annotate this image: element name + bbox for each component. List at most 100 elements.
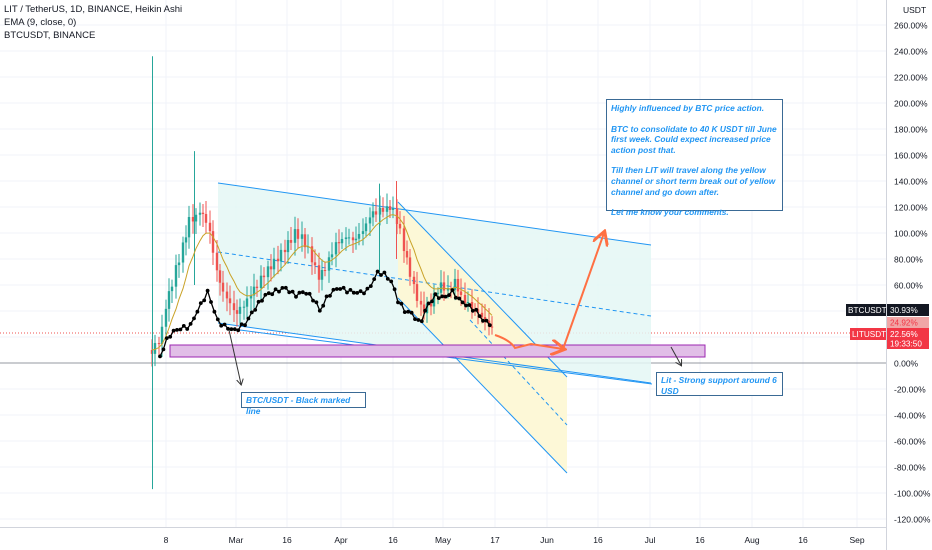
candle-body (276, 258, 280, 262)
time-tick-label: Aug (744, 535, 759, 545)
btc-badge-label: BTCUSDT (848, 306, 887, 315)
price-axis[interactable]: 260.00% 240.00% 220.00% 200.00% 180.00% 160.0… (886, 0, 931, 550)
candle-body (364, 223, 368, 232)
price-tick-label: -40.00% (894, 411, 926, 421)
analysis-note-line: Till then LIT will travel along the yell… (611, 165, 776, 197)
candle-body (340, 239, 344, 244)
time-tick-label: Mar (229, 535, 244, 545)
candle-body (153, 343, 157, 354)
projection-arrow-up (562, 233, 604, 350)
yellow-channel-fill (398, 202, 567, 473)
candle-body (272, 258, 276, 270)
time-tick-label: Sep (849, 535, 864, 545)
candle-body (459, 291, 463, 295)
candle-body (398, 223, 402, 229)
candle-body (415, 284, 419, 301)
candle-body (361, 231, 365, 234)
candle-body (289, 240, 293, 243)
candle-body (177, 262, 181, 266)
candle-body (293, 229, 297, 243)
candle-body (266, 266, 270, 278)
candle-body (187, 216, 191, 238)
candle-body (310, 246, 314, 263)
symbol-title[interactable]: LIT / TetherUS, 1D, BINANCE, Heikin Ashi (4, 4, 183, 15)
candle-body (211, 231, 215, 253)
candle-body (317, 265, 321, 280)
analysis-note-line: Highly influenced by BTC price action. (611, 103, 765, 113)
price-unit-label: USDT (903, 5, 926, 15)
time-tick-label: 16 (388, 535, 398, 545)
candle-body (330, 254, 334, 258)
candle-body (167, 291, 171, 309)
candle-body (337, 242, 341, 244)
price-tick-label: 100.00% (894, 229, 928, 239)
candle-body (323, 270, 327, 272)
lit-pct-badge-bg (887, 317, 929, 328)
candle-body (218, 270, 222, 283)
time-tick-label: 16 (798, 535, 808, 545)
candle-body (181, 242, 185, 263)
time-tick-label: 16 (282, 535, 292, 545)
compare-symbol-label[interactable]: BTCUSDT, BINANCE (4, 30, 96, 41)
candle-body (374, 211, 378, 215)
support-zone (169, 344, 706, 358)
lit-badge-label-bg (850, 328, 886, 340)
candle-body (470, 301, 474, 310)
candle-body (320, 270, 324, 280)
candle-body (432, 293, 436, 307)
lit-pct-badge: 24.92% (890, 319, 918, 328)
support-note[interactable]: Lit - Strong support around 6 USD (656, 372, 783, 396)
candle-body (215, 252, 219, 271)
candle-body (354, 238, 358, 241)
candle-body (198, 212, 202, 215)
analysis-note-line: Let me know your comments. (611, 207, 729, 218)
projection-arrow-sideways (494, 334, 563, 349)
candle-body (402, 228, 406, 252)
time-axis[interactable]: 8 Mar 16 Apr 16 May 17 Jun 16 Jul 16 Aug 16 Sep (0, 527, 886, 546)
candle-body (286, 240, 290, 253)
support-pointer-arrow (670, 346, 681, 365)
price-tick-label: -100.00% (894, 489, 931, 499)
candle-body (235, 310, 239, 314)
time-tick-label: Jun (540, 535, 554, 545)
price-tick-label: 180.00% (894, 125, 928, 135)
candle-body (208, 222, 212, 232)
analysis-note[interactable]: Highly influenced by BTC price action. B… (606, 99, 783, 217)
price-tick-label: 60.00% (894, 281, 923, 291)
btc-line (159, 270, 491, 357)
ema-indicator-label[interactable]: EMA (9, close, 0) (4, 17, 77, 28)
price-tick-label: -120.00% (894, 515, 931, 525)
candle-body (160, 326, 164, 345)
candle-body (347, 237, 351, 239)
candle-body (419, 300, 423, 305)
time-tick-label: 16 (695, 535, 705, 545)
candle-body (385, 206, 389, 212)
drawing-layer (169, 182, 706, 474)
candle-body (300, 234, 304, 239)
candle-body (351, 237, 355, 241)
candle-body (191, 216, 195, 222)
candle-body (279, 249, 283, 262)
price-tick-label: -20.00% (894, 385, 926, 395)
candle-body (164, 308, 168, 327)
candle-body (391, 208, 395, 210)
time-tick-label: Apr (334, 535, 347, 545)
lit-badge-value: 22.56% (890, 330, 918, 339)
price-tick-label: 80.00% (894, 255, 923, 265)
candle-body (436, 292, 440, 294)
time-tick-label: 16 (593, 535, 603, 545)
lit-badge-label: LITUSDT (852, 330, 886, 339)
candle-body (405, 251, 409, 258)
price-badges: BTCUSDT 30.93% 24.92% LITUSDT 22.56%19:33:50 (846, 304, 929, 349)
price-tick-label: 120.00% (894, 203, 928, 213)
candle-body (453, 278, 457, 290)
candle-body (466, 301, 470, 303)
candle-body (483, 317, 487, 321)
candle-body (456, 278, 460, 292)
price-tick-label: 240.00% (894, 47, 928, 57)
btc-line-note[interactable]: BTC/USDT - Black marked line (241, 392, 366, 416)
candle-body (201, 212, 205, 215)
candle-body (490, 326, 494, 328)
candle-body (388, 206, 392, 210)
